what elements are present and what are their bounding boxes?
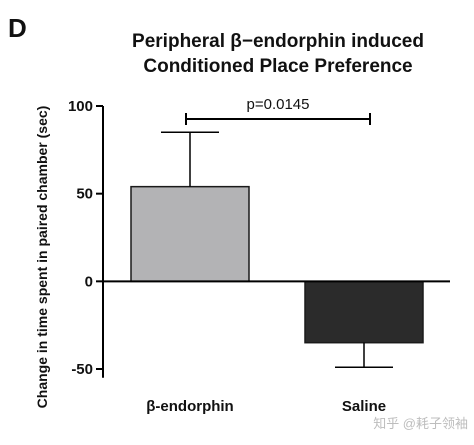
x-axis-labels: β-endorphin Saline [146,398,386,415]
watermark-text: 知乎 @耗子领袖 [373,416,468,431]
x-tick-label: Saline [342,398,386,415]
chart-title-line-1: Peripheral β−endorphin induced [132,31,424,52]
y-tick-label: -50 [71,361,93,378]
p-value-label: p=0.0145 [247,96,310,113]
chart-title-line-2: Conditioned Place Preference [143,56,412,77]
y-tick-label: 0 [85,273,93,290]
bar-beta-endorphin [130,185,250,283]
significance-bracket [185,113,371,125]
y-tick-label: 50 [76,186,93,203]
y-tick-label: 100 [68,98,93,115]
bar-saline [304,280,424,344]
x-tick-label: β-endorphin [146,398,233,415]
y-axis-label: Change in time spent in paired chamber (… [34,106,50,409]
bars [130,185,424,344]
panel-label: D [8,13,27,43]
error-bars [161,131,393,368]
y-axis-ticks: 100 50 0 -50 [68,98,103,378]
